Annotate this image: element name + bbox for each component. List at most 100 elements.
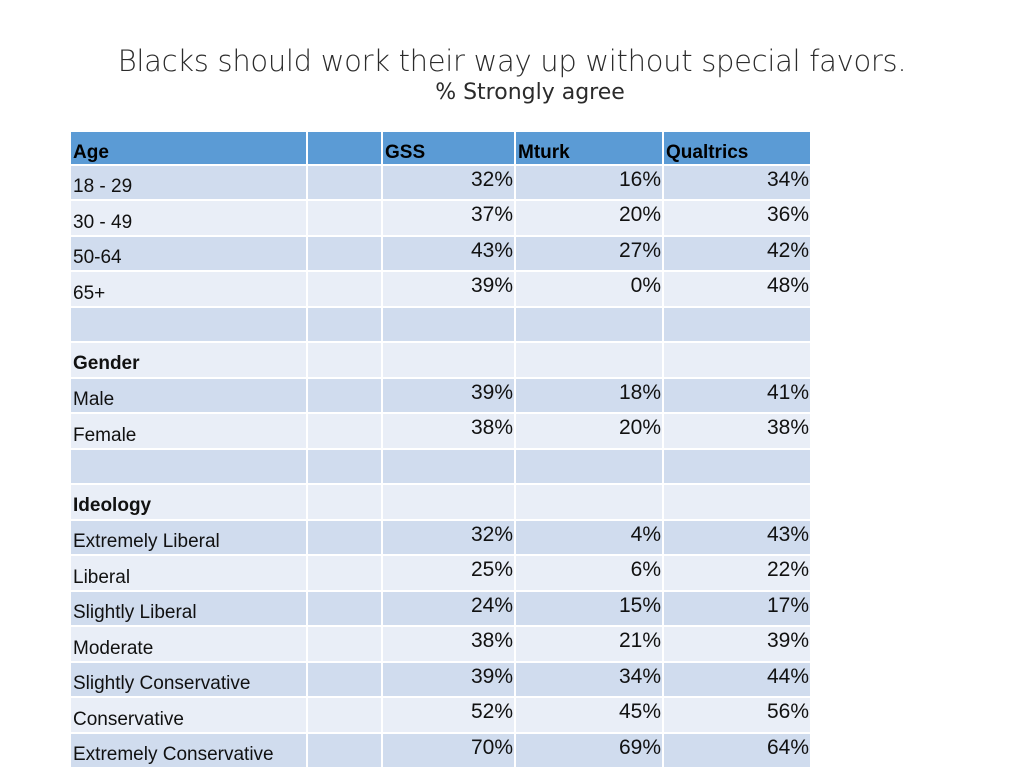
gss-value: 43%: [381, 234, 516, 272]
table-row: Slightly Liberal 24% 15% 17%: [69, 589, 812, 627]
mturk-value: 20%: [514, 199, 664, 237]
gss-value: 70%: [381, 731, 516, 769]
mturk-value: 4%: [514, 518, 664, 556]
spacer-cell: [306, 447, 383, 485]
mturk-value: 18%: [514, 376, 664, 414]
spacer-cell: [306, 199, 383, 237]
row-label: Moderate: [69, 625, 308, 663]
gss-value: 52%: [381, 696, 516, 734]
table-row: Ideology: [69, 483, 812, 521]
spacer-cell: [306, 305, 383, 343]
gss-value: 39%: [381, 660, 516, 698]
spacer-cell: [306, 696, 383, 734]
row-label: [69, 305, 308, 343]
header-qualtrics: Qualtrics: [662, 130, 812, 166]
row-label: Female: [69, 412, 308, 450]
gss-value: 38%: [381, 625, 516, 663]
spacer-cell: [306, 660, 383, 698]
table-row: Moderate 38% 21% 39%: [69, 625, 812, 663]
qualtrics-value: 56%: [662, 696, 812, 734]
table-header-row: Age GSS Mturk Qualtrics: [69, 130, 812, 166]
table-row: Gender: [69, 341, 812, 379]
spacer-cell: [306, 270, 383, 308]
table-row: 65+ 39% 0% 48%: [69, 270, 812, 308]
gss-value: 37%: [381, 199, 516, 237]
table-row: Extremely Conservative 70% 69% 64%: [69, 731, 812, 769]
mturk-value: 45%: [514, 696, 664, 734]
mturk-value: 69%: [514, 731, 664, 769]
mturk-value: 0%: [514, 270, 664, 308]
qualtrics-value: 38%: [662, 412, 812, 450]
section-label: Gender: [69, 341, 308, 379]
qualtrics-value: 39%: [662, 625, 812, 663]
row-label: Conservative: [69, 696, 308, 734]
header-gss: GSS: [381, 130, 516, 166]
spacer-cell: [306, 163, 383, 201]
row-label: Male: [69, 376, 308, 414]
gss-value: [381, 305, 516, 343]
table-row: [69, 447, 812, 485]
spacer-cell: [306, 731, 383, 769]
section-label: Ideology: [69, 483, 308, 521]
slide-subtitle: % Strongly agree: [435, 80, 625, 105]
gss-value: 39%: [381, 376, 516, 414]
mturk-value: 16%: [514, 163, 664, 201]
table-row: Extremely Liberal 32% 4% 43%: [69, 518, 812, 556]
table-row: Female 38% 20% 38%: [69, 412, 812, 450]
header-age: Age: [69, 130, 308, 166]
spacer-cell: [306, 341, 383, 379]
row-label: [69, 447, 308, 485]
mturk-value: [514, 305, 664, 343]
qualtrics-value: 41%: [662, 376, 812, 414]
spacer-cell: [306, 625, 383, 663]
gss-value: 24%: [381, 589, 516, 627]
spacer-cell: [306, 554, 383, 592]
qualtrics-value: 43%: [662, 518, 812, 556]
spacer-cell: [306, 518, 383, 556]
table-row: [69, 305, 812, 343]
mturk-value: 6%: [514, 554, 664, 592]
qualtrics-value: 42%: [662, 234, 812, 272]
row-label: 50-64: [69, 234, 308, 272]
qualtrics-value: 64%: [662, 731, 812, 769]
spacer-cell: [306, 376, 383, 414]
table-row: Conservative 52% 45% 56%: [69, 696, 812, 734]
qualtrics-value: 48%: [662, 270, 812, 308]
table-row: Male 39% 18% 41%: [69, 376, 812, 414]
table-row: Slightly Conservative 39% 34% 44%: [69, 660, 812, 698]
gss-value: [381, 341, 516, 379]
mturk-value: [514, 483, 664, 521]
mturk-value: 21%: [514, 625, 664, 663]
spacer-cell: [306, 234, 383, 272]
qualtrics-value: [662, 341, 812, 379]
row-label: 30 - 49: [69, 199, 308, 237]
qualtrics-value: 44%: [662, 660, 812, 698]
gss-value: 39%: [381, 270, 516, 308]
mturk-value: 27%: [514, 234, 664, 272]
qualtrics-value: 36%: [662, 199, 812, 237]
table-row: 30 - 49 37% 20% 36%: [69, 199, 812, 237]
row-label: Extremely Conservative: [69, 731, 308, 769]
qualtrics-value: [662, 305, 812, 343]
qualtrics-value: 34%: [662, 163, 812, 201]
mturk-value: 20%: [514, 412, 664, 450]
data-table: Age GSS Mturk Qualtrics 18 - 29 32% 16% 34%…: [69, 130, 812, 769]
gss-value: 25%: [381, 554, 516, 592]
mturk-value: 15%: [514, 589, 664, 627]
qualtrics-value: [662, 483, 812, 521]
spacer-cell: [306, 589, 383, 627]
gss-value: 38%: [381, 412, 516, 450]
slide-title: Blacks should work their way up without …: [117, 44, 907, 78]
row-label: Liberal: [69, 554, 308, 592]
mturk-value: 34%: [514, 660, 664, 698]
gss-value: [381, 483, 516, 521]
row-label: 65+: [69, 270, 308, 308]
header-mturk: Mturk: [514, 130, 664, 166]
qualtrics-value: [662, 447, 812, 485]
row-label: 18 - 29: [69, 163, 308, 201]
qualtrics-value: 17%: [662, 589, 812, 627]
header-blank: [306, 130, 383, 166]
qualtrics-value: 22%: [662, 554, 812, 592]
gss-value: [381, 447, 516, 485]
table-row: 50-64 43% 27% 42%: [69, 234, 812, 272]
